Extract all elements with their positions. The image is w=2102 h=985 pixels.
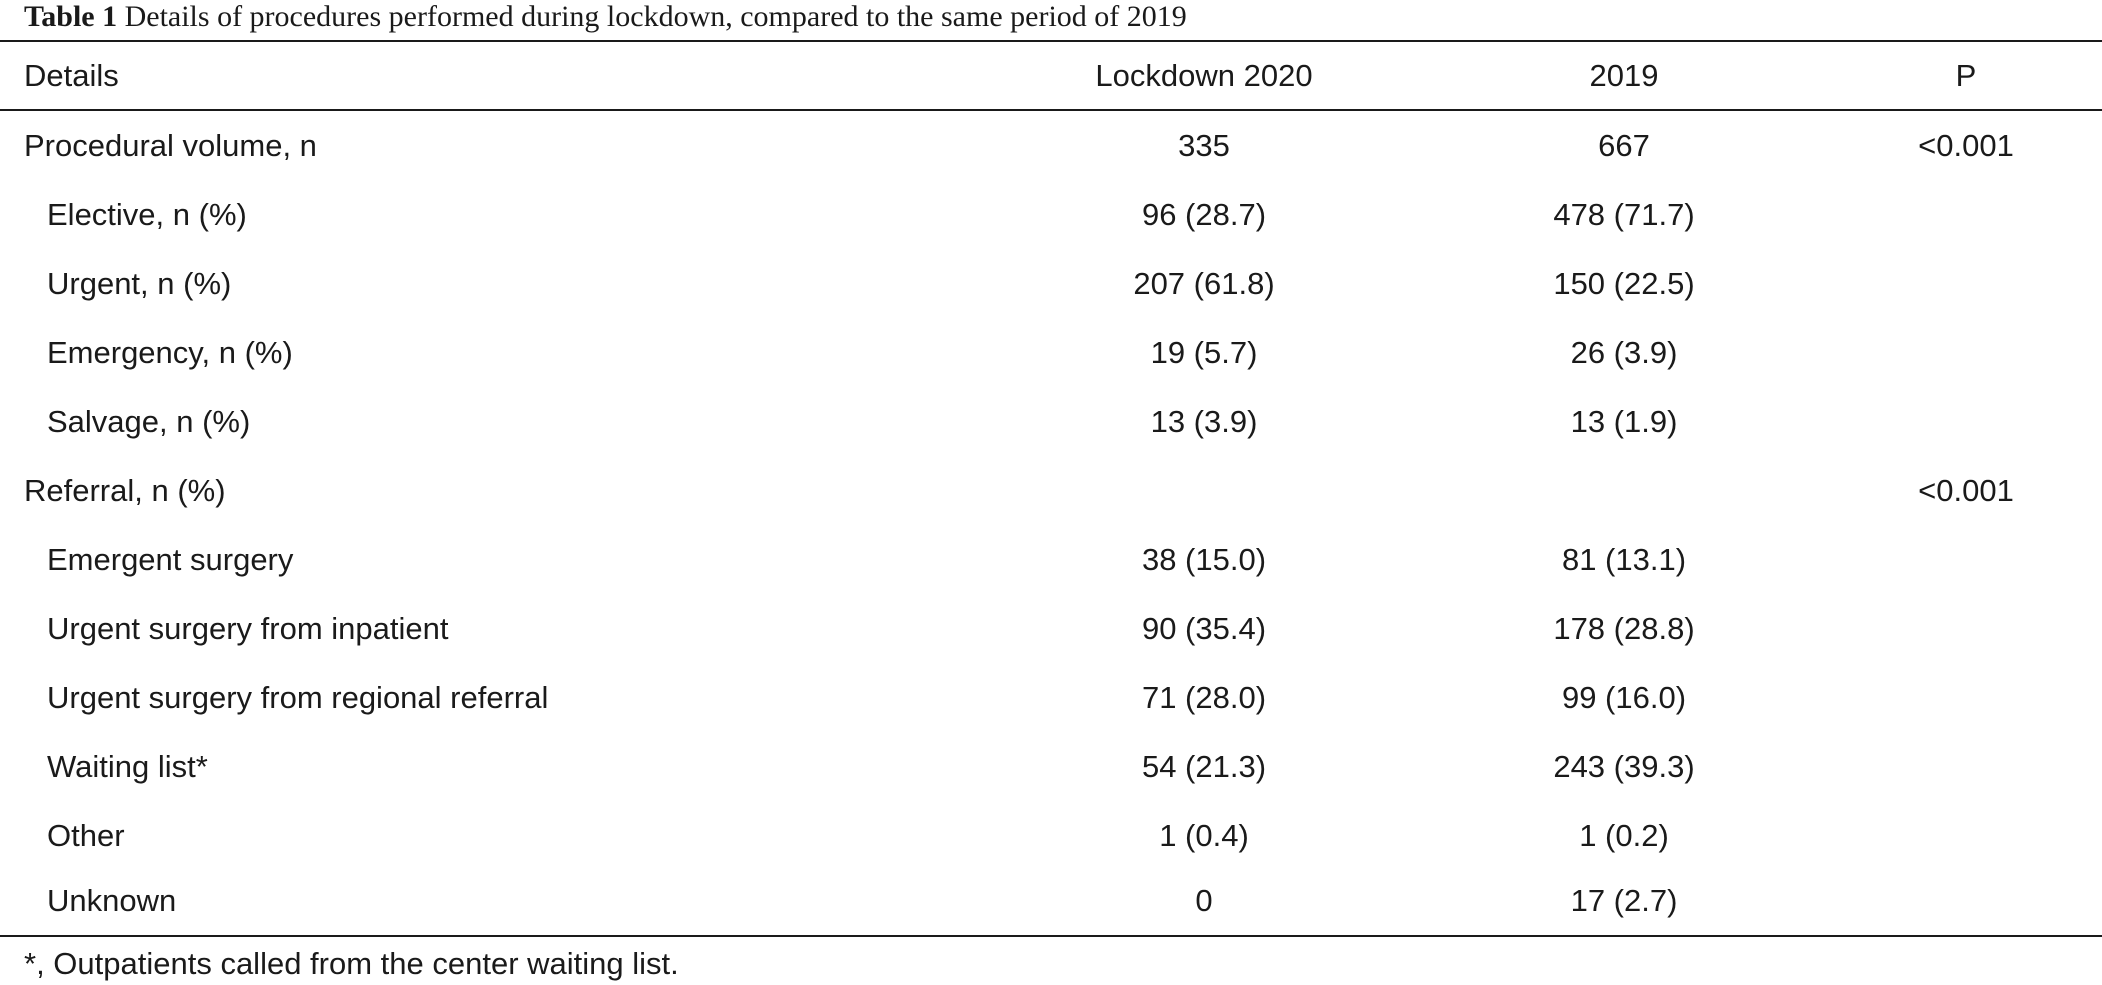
row-2019-value: 13 (1.9) bbox=[1570, 404, 1678, 439]
table-row: Urgent surgery from regional referral 71… bbox=[0, 663, 2102, 732]
row-details: Urgent surgery from inpatient bbox=[47, 611, 449, 646]
row-lockdown-value: 54 (21.3) bbox=[1141, 749, 1267, 784]
header-p-value: P bbox=[1955, 58, 1977, 93]
row-p-value bbox=[1766, 180, 2102, 249]
row-2019-value bbox=[1424, 456, 1824, 525]
row-lockdown-value: 19 (5.7) bbox=[1150, 335, 1258, 370]
row-2019-value: 150 (22.5) bbox=[1553, 266, 1695, 301]
table-caption-label: Table 1 bbox=[24, 0, 118, 33]
row-2019-value: 478 (71.7) bbox=[1553, 197, 1695, 232]
row-p-value: <0.001 bbox=[1918, 473, 2014, 508]
row-p-value bbox=[1766, 525, 2102, 594]
row-lockdown-value: 0 bbox=[1195, 883, 1213, 918]
header-2019: 2019 bbox=[1589, 58, 1659, 93]
table-row: Urgent, n (%) 207 (61.8) 150 (22.5) bbox=[0, 249, 2102, 318]
row-lockdown-value: 207 (61.8) bbox=[1133, 266, 1275, 301]
row-details: Referral, n (%) bbox=[24, 473, 226, 508]
row-lockdown-value: 71 (28.0) bbox=[1141, 680, 1267, 715]
row-p-value bbox=[1766, 732, 2102, 801]
row-details: Urgent surgery from regional referral bbox=[47, 680, 549, 715]
row-lockdown-value bbox=[1004, 456, 1404, 525]
table-row: Waiting list* 54 (21.3) 243 (39.3) bbox=[0, 732, 2102, 801]
table-top-rule bbox=[0, 40, 2102, 42]
table-header-row: Details Lockdown 2020 2019 P bbox=[0, 42, 2102, 109]
row-lockdown-value: 96 (28.7) bbox=[1141, 197, 1267, 232]
row-p-value bbox=[1766, 663, 2102, 732]
row-2019-value: 99 (16.0) bbox=[1561, 680, 1687, 715]
table-row: Emergent surgery 38 (15.0) 81 (13.1) bbox=[0, 525, 2102, 594]
row-details: Waiting list* bbox=[47, 749, 208, 784]
row-2019-value: 667 bbox=[1598, 128, 1650, 163]
row-2019-value: 243 (39.3) bbox=[1553, 749, 1695, 784]
row-details: Salvage, n (%) bbox=[47, 404, 251, 439]
row-lockdown-value: 90 (35.4) bbox=[1141, 611, 1267, 646]
row-2019-value: 26 (3.9) bbox=[1570, 335, 1678, 370]
row-details: Procedural volume, n bbox=[24, 128, 317, 163]
header-lockdown-2020: Lockdown 2020 bbox=[1095, 58, 1313, 93]
row-details: Urgent, n (%) bbox=[47, 266, 232, 301]
table-footnote: *, Outpatients called from the center wa… bbox=[24, 946, 679, 981]
row-details: Unknown bbox=[47, 883, 177, 918]
table-row: Elective, n (%) 96 (28.7) 478 (71.7) bbox=[0, 180, 2102, 249]
table-row: Salvage, n (%) 13 (3.9) 13 (1.9) bbox=[0, 387, 2102, 456]
row-p-value bbox=[1766, 318, 2102, 387]
row-p-value bbox=[1766, 866, 2102, 935]
row-details: Elective, n (%) bbox=[47, 197, 247, 232]
row-details: Emergency, n (%) bbox=[47, 335, 293, 370]
row-p-value: <0.001 bbox=[1918, 128, 2014, 163]
row-2019-value: 17 (2.7) bbox=[1570, 883, 1678, 918]
row-lockdown-value: 1 (0.4) bbox=[1159, 818, 1249, 853]
table-row: Urgent surgery from inpatient 90 (35.4) … bbox=[0, 594, 2102, 663]
table-row: Unknown 0 17 (2.7) bbox=[0, 866, 2102, 935]
table-row: Emergency, n (%) 19 (5.7) 26 (3.9) bbox=[0, 318, 2102, 387]
table-caption-text: Details of procedures performed during l… bbox=[124, 0, 1187, 33]
row-details: Emergent surgery bbox=[47, 542, 294, 577]
row-lockdown-value: 335 bbox=[1178, 128, 1230, 163]
row-p-value bbox=[1766, 249, 2102, 318]
table-row: Procedural volume, n 335 667 <0.001 bbox=[0, 111, 2102, 180]
row-2019-value: 178 (28.8) bbox=[1553, 611, 1695, 646]
row-lockdown-value: 13 (3.9) bbox=[1150, 404, 1258, 439]
table-caption: Table 1 Details of procedures performed … bbox=[24, 0, 1187, 38]
row-p-value bbox=[1766, 594, 2102, 663]
row-details: Other bbox=[47, 818, 125, 853]
header-details: Details bbox=[24, 58, 119, 93]
row-lockdown-value: 38 (15.0) bbox=[1141, 542, 1267, 577]
table-row: Referral, n (%) <0.001 bbox=[0, 456, 2102, 525]
table-bottom-rule bbox=[0, 935, 2102, 937]
table-row: Other 1 (0.4) 1 (0.2) bbox=[0, 801, 2102, 870]
row-2019-value: 81 (13.1) bbox=[1561, 542, 1687, 577]
row-p-value bbox=[1766, 387, 2102, 456]
table-header-rule bbox=[0, 109, 2102, 111]
row-2019-value: 1 (0.2) bbox=[1579, 818, 1669, 853]
row-p-value bbox=[1766, 801, 2102, 870]
